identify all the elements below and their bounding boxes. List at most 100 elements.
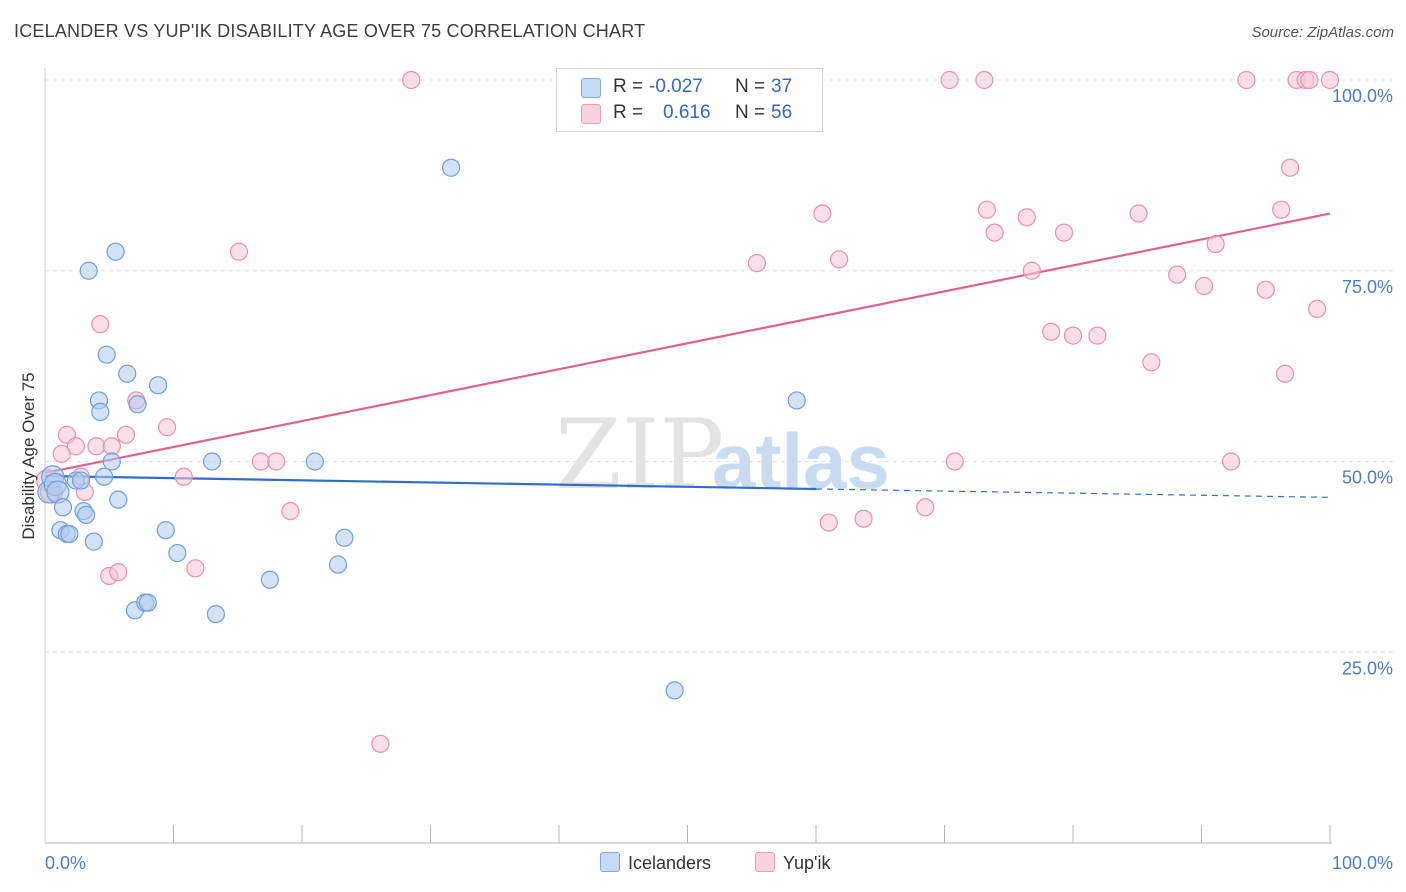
yupik-point xyxy=(1308,299,1327,318)
yupik-point xyxy=(1088,326,1107,345)
yupik-point xyxy=(91,315,110,334)
yupik-point xyxy=(975,70,994,90)
x-tick-label: 0.0% xyxy=(45,853,86,873)
icelanders-point xyxy=(156,521,175,540)
icelanders-trend-line xyxy=(44,474,817,491)
yupik-point xyxy=(1221,452,1241,471)
yupik-point xyxy=(1129,204,1148,223)
yupik-point xyxy=(813,204,832,223)
yupik-point xyxy=(116,425,136,444)
trend-lines xyxy=(44,212,1331,498)
yupik-point xyxy=(1194,276,1214,296)
icelanders-point xyxy=(128,395,147,414)
yupik-point xyxy=(854,509,873,528)
yupik-point xyxy=(1256,280,1275,299)
legend-r-label: R = xyxy=(613,102,644,123)
y-tick-label: 50.0% xyxy=(1342,468,1393,488)
stats-legend: R = -0.027 N = 37 R = 0.616 N = 56 xyxy=(556,68,823,132)
y-tick-label: 75.0% xyxy=(1342,277,1393,297)
icelanders-point xyxy=(335,528,354,547)
icelanders-point xyxy=(84,532,103,551)
gridlines xyxy=(45,79,1395,653)
series-legend-yupik: Yup'ik xyxy=(755,852,830,874)
yupik-trend-line xyxy=(44,212,1331,475)
yupik-point xyxy=(229,242,249,261)
icelanders-point xyxy=(138,593,157,612)
yupik-point xyxy=(940,70,959,90)
icelanders-point xyxy=(260,570,279,589)
data-points xyxy=(35,70,1340,753)
icelanders-label: Icelanders xyxy=(628,853,712,873)
yupik-point xyxy=(1272,200,1291,219)
icelanders-point xyxy=(102,452,121,471)
y-tick-label: 100.0% xyxy=(1332,86,1393,106)
icelanders-trend-extension xyxy=(815,488,1331,498)
icelanders-point xyxy=(106,242,125,261)
icelanders-point xyxy=(77,505,96,525)
axes xyxy=(44,68,1332,844)
yupik-point xyxy=(87,437,106,456)
yupik-point xyxy=(1275,364,1295,383)
legend-swatch-blue xyxy=(581,78,601,98)
yupik-point xyxy=(1063,326,1083,345)
icelanders-point xyxy=(328,555,348,574)
yupik-point xyxy=(985,223,1004,242)
yupik-point xyxy=(747,254,766,273)
yupik-point xyxy=(66,437,85,456)
icelanders-point xyxy=(60,524,79,544)
icelanders-point xyxy=(79,261,98,280)
legend-r-value: -0.027 xyxy=(649,76,703,97)
icelanders-point xyxy=(95,467,114,486)
legend-n-value: 37 xyxy=(771,76,793,97)
legend-n-label: N = xyxy=(735,102,766,123)
yupik-point xyxy=(174,467,193,486)
legend-n-value: 56 xyxy=(771,102,793,123)
watermark-zip: ZIP xyxy=(555,399,724,511)
legend-r-label: R = xyxy=(613,76,644,97)
yupik-point xyxy=(186,559,205,578)
watermark-atlas: atlas xyxy=(712,417,890,505)
yupik-point xyxy=(819,513,838,532)
icelanders-point xyxy=(97,345,116,364)
yupik-point xyxy=(1320,70,1340,90)
yupik-point xyxy=(251,452,270,471)
yupik-point xyxy=(1281,158,1300,177)
yupik-point xyxy=(830,250,849,269)
icelanders-point xyxy=(305,452,324,471)
source-credit: Source: ZipAtlas.com xyxy=(1251,24,1394,41)
icelanders-point xyxy=(118,364,137,383)
icelanders-swatch xyxy=(600,852,620,872)
series-legend-icelanders: Icelanders xyxy=(600,852,711,874)
yupik-point xyxy=(1206,234,1225,254)
icelanders-point xyxy=(202,452,222,471)
yupik-point xyxy=(1017,208,1036,227)
chart-title: ICELANDER VS YUP'IK DISABILITY AGE OVER … xyxy=(14,21,646,41)
x-tick-label: 100.0% xyxy=(1332,853,1393,873)
yupik-point xyxy=(1054,223,1074,242)
yupik-point xyxy=(102,437,121,456)
yupik-point xyxy=(1042,322,1061,341)
icelanders-point xyxy=(665,681,684,700)
tick-labels: 25.0% 50.0% 75.0% 100.0% 0.0% 100.0% xyxy=(45,86,1393,873)
icelanders-point xyxy=(148,376,168,395)
icelanders-point xyxy=(441,158,461,177)
yupik-point xyxy=(109,563,128,582)
icelanders-point xyxy=(168,543,187,563)
yupik-point xyxy=(1167,265,1187,284)
watermark: ZIP atlas xyxy=(555,399,890,511)
yupik-point xyxy=(1237,70,1256,90)
yupik-label: Yup'ik xyxy=(783,853,831,873)
icelanders-point xyxy=(91,402,110,422)
y-axis-label: Disability Age Over 75 xyxy=(19,372,38,539)
yupik-point xyxy=(157,418,177,437)
yupik-swatch xyxy=(755,852,775,872)
yupik-point xyxy=(1300,70,1319,90)
icelanders-point xyxy=(206,604,226,624)
icelanders-point xyxy=(71,471,91,490)
legend-n-label: N = xyxy=(735,76,766,97)
yupik-point xyxy=(1142,353,1161,372)
yupik-point xyxy=(1022,261,1041,280)
legend-swatch-pink xyxy=(581,104,601,124)
yupik-point xyxy=(945,452,964,471)
